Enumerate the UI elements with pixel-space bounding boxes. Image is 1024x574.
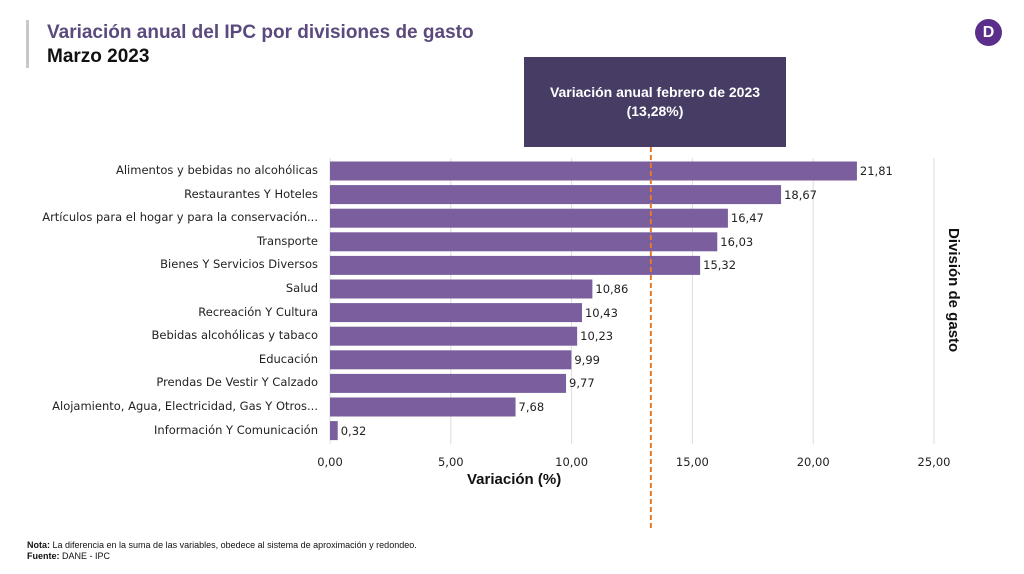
- category-label: Artículos para el hogar y para la conser…: [42, 210, 318, 225]
- bar: [330, 397, 516, 417]
- grid-lines: [329, 158, 935, 444]
- bar: [330, 373, 567, 393]
- callout-line-1: Variación anual febrero de 2023: [549, 84, 761, 100]
- x-tick-label: 15,00: [675, 455, 709, 469]
- x-tick-label: 20,00: [796, 455, 830, 469]
- bar: [330, 255, 701, 275]
- y-axis-label: División de gasto: [945, 228, 962, 353]
- bar: [330, 208, 728, 228]
- bar: [330, 232, 718, 252]
- bar: [330, 350, 572, 370]
- x-tick-label: 0,00: [317, 455, 343, 469]
- value-label: 0,32: [340, 423, 367, 438]
- category-label: Recreación Y Cultura: [198, 304, 318, 319]
- value-label: 10,43: [584, 305, 618, 320]
- category-label: Información Y Comunicación: [154, 422, 318, 437]
- note-text: La diferencia en la suma de las variable…: [50, 540, 417, 550]
- x-tick-label: 10,00: [555, 455, 589, 469]
- value-label: 16,47: [730, 211, 764, 226]
- chart-title: Variación anual del IPC por divisiones d…: [47, 22, 474, 43]
- x-tick-label: 5,00: [437, 455, 464, 469]
- value-label: 16,03: [720, 234, 754, 249]
- category-label: Bebidas alcohólicas y tabaco: [151, 328, 318, 343]
- value-label: 15,32: [703, 258, 737, 273]
- value-label: 18,67: [784, 187, 817, 202]
- category-label: Transporte: [256, 233, 318, 248]
- bars: [330, 161, 857, 441]
- source-label: Fuente:: [27, 551, 60, 561]
- x-tick-label: 25,00: [917, 455, 951, 469]
- value-label: 9,77: [569, 376, 595, 391]
- title-accent-bar: [26, 20, 29, 68]
- category-label: Restaurantes Y Hoteles: [184, 186, 318, 201]
- chart-subtitle: Marzo 2023: [47, 46, 150, 67]
- bar: [330, 326, 578, 346]
- bar: [330, 185, 782, 205]
- category-label: Alimentos y bebidas no alcohólicas: [116, 163, 318, 177]
- footnote-source: Fuente: DANE - IPC: [27, 551, 110, 561]
- value-label: 10,23: [580, 329, 614, 344]
- category-label: Educación: [258, 351, 318, 366]
- category-label: Salud: [285, 281, 318, 295]
- bar: [330, 279, 593, 299]
- callout-line-2: (13,28%): [626, 103, 684, 119]
- value-label: 21,81: [859, 164, 893, 178]
- dane-logo-icon: D: [975, 19, 1002, 46]
- category-label: Prendas De Vestir Y Calzado: [156, 375, 318, 390]
- value-label: 7,68: [518, 400, 545, 414]
- value-label: 10,86: [595, 282, 629, 296]
- bar: [330, 161, 857, 181]
- category-label: Bienes Y Servicios Diversos: [160, 257, 318, 272]
- reference-callout: Variación anual febrero de 2023 (13,28%): [524, 57, 786, 147]
- x-axis-label: Variación (%): [467, 471, 562, 488]
- bar: [330, 303, 582, 323]
- value-label: 9,99: [574, 352, 600, 367]
- note-label: Nota:: [27, 540, 50, 550]
- bar: [330, 421, 338, 441]
- footnote-note: Nota: La diferencia en la suma de las va…: [27, 540, 417, 550]
- source-text: DANE - IPC: [59, 551, 111, 561]
- category-label: Alojamiento, Agua, Electricidad, Gas Y O…: [52, 399, 318, 413]
